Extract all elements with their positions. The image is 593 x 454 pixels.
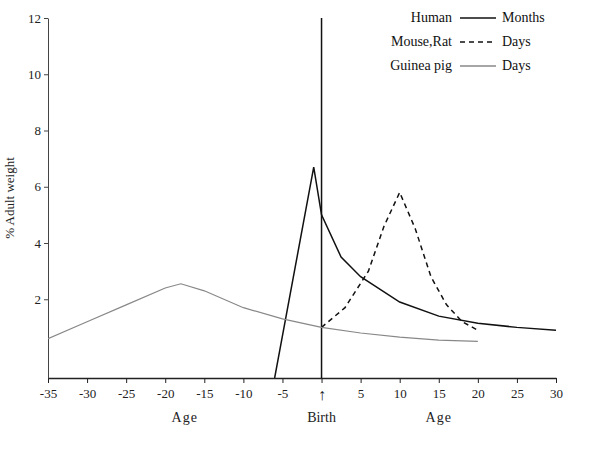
x-tick-mark <box>282 378 283 383</box>
y-tick-mark <box>44 74 48 75</box>
x-tick-label: 20 <box>472 386 485 401</box>
x-tick-label: 30 <box>550 386 563 401</box>
series-line <box>322 192 478 330</box>
x-tick-mark <box>87 378 88 383</box>
legend: Human Months Mouse,Rat Days Guinea pig Days <box>390 10 545 73</box>
x-tick-mark <box>361 378 362 383</box>
x-annotation: Age <box>172 410 198 425</box>
x-tick-mark <box>439 378 440 383</box>
x-tick-mark <box>165 378 166 383</box>
legend-unit: Days <box>502 34 531 49</box>
series-line <box>48 284 478 342</box>
y-tick-label: 8 <box>35 123 42 138</box>
x-annotation: Age <box>426 410 452 425</box>
legend-unit: Days <box>502 58 531 73</box>
plot-area <box>48 18 556 378</box>
x-tick: -5 <box>278 378 289 401</box>
y-axis-line <box>48 19 49 379</box>
x-tick-mark <box>517 378 518 383</box>
x-tick: 5 <box>358 378 365 401</box>
legend-label: Mouse,Rat <box>391 34 452 49</box>
y-tick: 8 <box>35 123 49 138</box>
x-tick-label: 15 <box>433 386 446 401</box>
x-tick-mark <box>556 378 557 383</box>
x-tick: 10 <box>394 378 407 401</box>
x-tick: 20 <box>472 378 485 401</box>
x-tick-label: -35 <box>40 386 57 401</box>
x-axis: -35 -30 -25 -20 -15 -10 -5 ↑ 5 10 15 20 25 30 <box>40 378 563 403</box>
x-tick: -30 <box>79 378 96 401</box>
x-tick-label: -5 <box>278 386 289 401</box>
y-tick-label: 4 <box>35 236 42 251</box>
birth-line <box>321 18 323 378</box>
x-tick-label: -10 <box>235 386 252 401</box>
y-axis: 2 4 6 8 10 12 <box>28 11 49 379</box>
x-tick-mark <box>126 378 127 383</box>
legend-label: Human <box>411 10 452 25</box>
x-tick-label: ↑ <box>318 386 326 403</box>
x-tick-mark <box>243 378 244 383</box>
x-tick: -20 <box>157 378 174 401</box>
y-axis-title: % Adult weight <box>2 157 17 239</box>
x-tick: -35 <box>40 378 57 401</box>
x-tick: -15 <box>196 378 213 401</box>
chart: -35 -30 -25 -20 -15 -10 -5 ↑ 5 10 15 20 25 30 2 4 6 8 10 12… <box>0 0 593 454</box>
x-tick: -25 <box>118 378 135 401</box>
x-tick-label: -25 <box>118 386 135 401</box>
y-tick-label: 6 <box>35 179 42 194</box>
y-tick-mark <box>44 18 48 19</box>
x-tick-label: -30 <box>79 386 96 401</box>
y-tick: 12 <box>28 11 48 26</box>
x-tick: -10 <box>235 378 252 401</box>
x-tick: 15 <box>433 378 446 401</box>
y-tick: 2 <box>35 292 49 307</box>
x-tick-mark <box>204 378 205 383</box>
legend-unit: Months <box>502 10 545 25</box>
series-line <box>275 167 556 378</box>
legend-swatch <box>460 17 496 18</box>
y-tick-mark <box>44 187 48 188</box>
y-tick-label: 10 <box>28 67 41 82</box>
y-tick: 4 <box>35 236 49 251</box>
x-tick-label: -20 <box>157 386 174 401</box>
legend-label: Guinea pig <box>390 58 452 73</box>
x-tick-mark <box>48 378 49 383</box>
x-tick-mark <box>400 378 401 383</box>
x-tick-label: 25 <box>511 386 524 401</box>
x-tick: ↑ <box>318 378 326 403</box>
y-tick: 10 <box>28 67 48 82</box>
y-tick-label: 2 <box>35 292 42 307</box>
y-tick-mark <box>44 131 48 132</box>
x-axis-line <box>49 378 557 379</box>
y-tick: 6 <box>35 179 49 194</box>
x-tick-label: 10 <box>394 386 407 401</box>
x-axis-title: Birth <box>307 410 336 425</box>
legend-swatch <box>460 41 496 42</box>
x-tick-label: 5 <box>358 386 365 401</box>
x-tick-mark <box>478 378 479 383</box>
x-tick: 30 <box>550 378 563 401</box>
legend-swatch <box>460 65 496 66</box>
y-tick-mark <box>44 243 48 244</box>
y-tick-label: 12 <box>28 11 41 26</box>
y-tick-mark <box>44 299 48 300</box>
x-tick-label: -15 <box>196 386 213 401</box>
x-tick-mark <box>322 378 323 383</box>
x-tick: 25 <box>511 378 524 401</box>
